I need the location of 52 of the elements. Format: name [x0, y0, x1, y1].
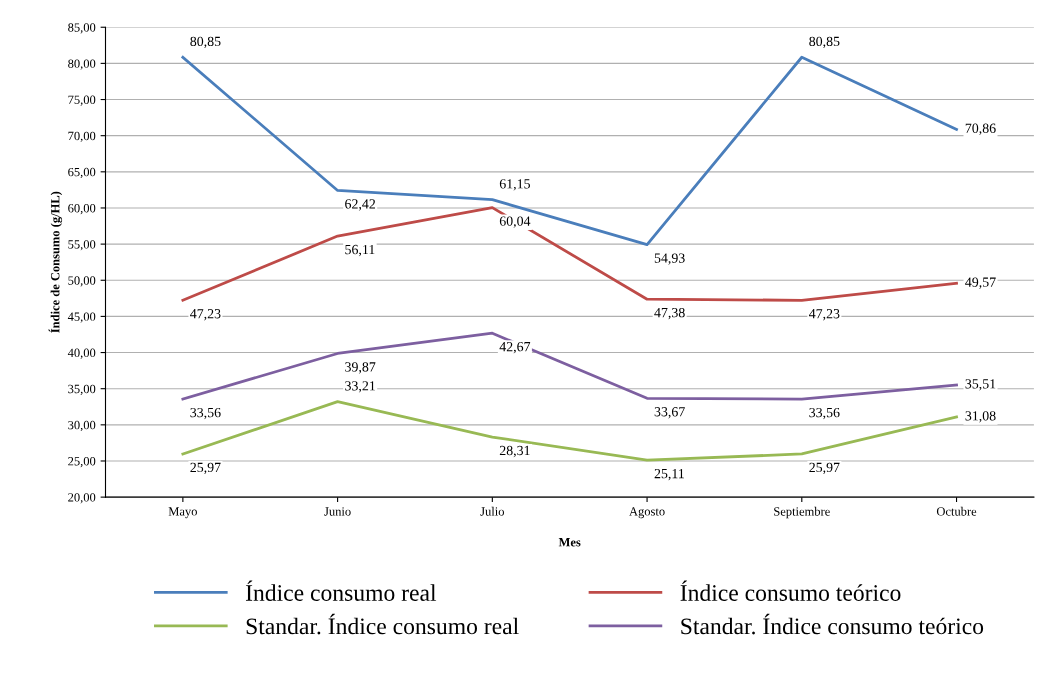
x-tick-label: Agosto — [629, 507, 665, 519]
data-label: 49,57 — [965, 277, 996, 289]
y-tick-label: 85,00 — [68, 23, 96, 34]
data-label: 31,08 — [965, 411, 996, 423]
line-series — [181, 331, 958, 401]
data-label: 25,97 — [809, 462, 840, 475]
data-label: 33,56 — [190, 407, 221, 420]
data-label: 33,67 — [654, 407, 685, 419]
y-tick-label: 70,00 — [68, 131, 96, 142]
data-label: 47,38 — [654, 307, 685, 320]
legend-label: Índice consumo real — [245, 580, 437, 601]
data-label: 62,42 — [345, 199, 376, 211]
y-tick-label: 55,00 — [68, 240, 96, 251]
y-tick-label: 35,00 — [68, 384, 96, 395]
legend-label: Standar. Índice consumo teórico — [681, 613, 984, 635]
y-tick-label: 40,00 — [67, 348, 96, 359]
data-label: 33,56 — [809, 407, 840, 420]
data-label: 47,23 — [809, 309, 840, 321]
data-label: 61,15 — [499, 179, 530, 191]
legend-label: Índice consumo teórico — [680, 580, 901, 601]
data-label: 47,23 — [190, 309, 221, 321]
data-label: 60,04 — [499, 216, 531, 228]
data-label: 39,87 — [345, 362, 376, 374]
data-label: 56,11 — [345, 244, 375, 257]
data-label: 25,97 — [190, 462, 221, 475]
data-label: 28,31 — [499, 445, 530, 458]
data-label: 80,85 — [190, 36, 221, 49]
legend-label: Standar. Índice consumo real — [246, 613, 519, 635]
x-tick-label: Octubre — [936, 506, 977, 516]
y-tick-label: 75,00 — [68, 95, 96, 106]
x-tick-label: Julio — [480, 506, 505, 516]
data-label: 33,21 — [345, 381, 375, 393]
y-tick-label: 45,00 — [67, 312, 96, 323]
y-tick-label: 30,00 — [68, 420, 96, 432]
data-label: 54,93 — [654, 253, 685, 265]
y-tick-label: 20,00 — [68, 493, 96, 504]
data-label: 42,67 — [499, 342, 531, 354]
x-tick-label: Mayo — [168, 507, 197, 519]
y-tick-label: 60,00 — [68, 203, 96, 215]
x-axis-title: Mes — [558, 538, 581, 547]
data-label: 70,86 — [965, 123, 996, 135]
data-label: 35,51 — [965, 379, 996, 391]
data-label: 80,85 — [809, 36, 840, 49]
x-tick-label: Junio — [324, 507, 351, 516]
y-tick-label: 25,00 — [68, 457, 96, 468]
y-tick-label: 80,00 — [68, 59, 96, 70]
y-tick-label: 65,00 — [68, 167, 96, 179]
line-series — [181, 400, 958, 462]
y-tick-label: 50,00 — [68, 276, 96, 287]
y-axis-title: Índice de Consumo (g/HL) — [48, 191, 63, 333]
x-tick-label: Septiembre — [774, 506, 830, 519]
data-label: 25,11 — [654, 468, 684, 481]
